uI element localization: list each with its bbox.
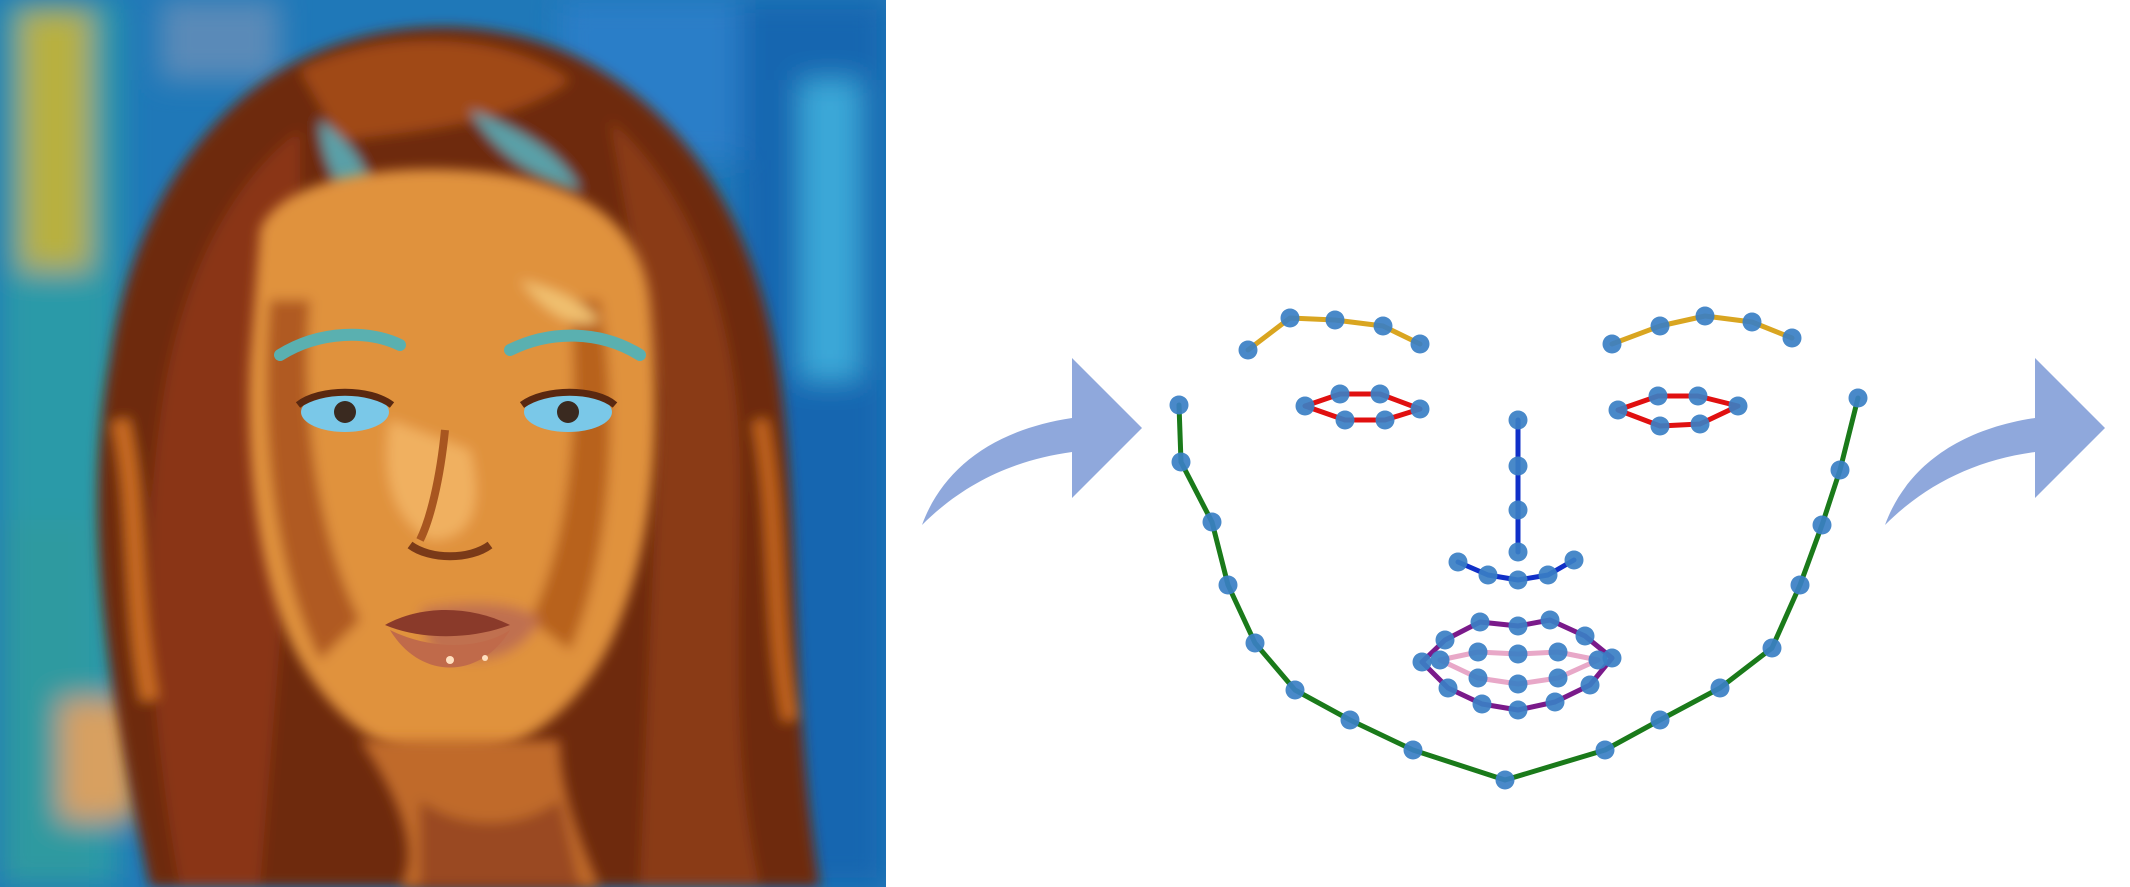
landmark-point	[1448, 552, 1468, 572]
curved-arrow-icon	[922, 358, 1142, 525]
landmark-point	[1790, 575, 1810, 595]
landmark-point	[1468, 668, 1488, 688]
painted-portrait-image	[0, 0, 886, 887]
landmark-point	[1595, 740, 1615, 760]
landmark-point	[1171, 452, 1191, 472]
landmark-point	[1430, 650, 1450, 670]
landmark-point	[1602, 334, 1622, 354]
curved-arrow-icon	[1885, 358, 2105, 525]
painted-eyes	[295, 388, 618, 432]
landmark-point	[1580, 675, 1600, 695]
landmark-point	[1742, 312, 1762, 332]
landmark-point	[1295, 396, 1315, 416]
landmark-point	[1375, 410, 1395, 430]
jaw-contour	[1169, 388, 1868, 790]
landmark-point	[1710, 678, 1730, 698]
landmark-point	[1508, 700, 1528, 720]
landmark-point	[1280, 308, 1300, 328]
landmark-point	[1335, 410, 1355, 430]
inner-lip	[1430, 642, 1608, 694]
facial-landmark-diagram	[1169, 306, 1868, 790]
landmark-point	[1285, 680, 1305, 700]
landmark-point	[1782, 328, 1802, 348]
nose-base	[1448, 550, 1584, 590]
landmark-point	[1438, 678, 1458, 698]
landmark-point	[1245, 633, 1265, 653]
landmark-point	[1468, 642, 1488, 662]
landmark-point	[1695, 306, 1715, 326]
landmark-point	[1564, 550, 1584, 570]
landmark-point	[1410, 399, 1430, 419]
right-eye	[1608, 386, 1748, 436]
landmark-point	[1848, 388, 1868, 408]
landmark-point	[1403, 740, 1423, 760]
landmark-point	[1508, 570, 1528, 590]
left-eyebrow	[1238, 308, 1430, 360]
painted-mouth	[385, 610, 510, 668]
landmark-point	[1648, 386, 1668, 406]
landmark-point	[1202, 512, 1222, 532]
landmark-point	[1472, 694, 1492, 714]
landmark-point	[1830, 460, 1850, 480]
landmark-point	[1690, 414, 1710, 434]
curved-arrow-shape	[922, 358, 1142, 525]
landmark-point	[1812, 515, 1832, 535]
landmark-point	[1370, 384, 1390, 404]
left-eye-line	[1302, 391, 1423, 423]
landmark-point	[1373, 316, 1393, 336]
outer-lip	[1412, 610, 1622, 720]
landmark-point	[1478, 565, 1498, 585]
right-eye-line	[1615, 393, 1741, 429]
landmark-point	[1169, 395, 1189, 415]
landmark-point	[1218, 575, 1238, 595]
landmark-point	[1540, 610, 1560, 630]
landmark-point	[1508, 542, 1528, 562]
landmark-point	[1412, 652, 1432, 672]
landmark-point	[1545, 692, 1565, 712]
landmark-point	[1508, 500, 1528, 520]
landmark-point	[1508, 456, 1528, 476]
landmark-point	[1548, 642, 1568, 662]
landmark-point	[1650, 416, 1670, 436]
right-eyebrow	[1602, 306, 1802, 354]
left-eye	[1295, 384, 1430, 430]
painted-nose	[407, 429, 493, 561]
nose-bridge	[1508, 410, 1528, 562]
landmark-point	[1238, 340, 1258, 360]
landmark-point	[1688, 386, 1708, 406]
landmark-point	[1410, 334, 1430, 354]
painted-eyebrows	[274, 328, 646, 361]
landmark-point	[1508, 674, 1528, 694]
landmark-point	[1538, 565, 1558, 585]
landmark-point	[1650, 316, 1670, 336]
landmark-point	[1762, 638, 1782, 658]
landmark-point	[1495, 770, 1515, 790]
landmark-point	[1435, 630, 1455, 650]
landmark-point	[1728, 396, 1748, 416]
landmark-point	[1330, 384, 1350, 404]
landmark-point	[1602, 648, 1622, 668]
landmark-point	[1508, 616, 1528, 636]
landmark-point	[1650, 710, 1670, 730]
landmark-point	[1508, 644, 1528, 664]
landmark-point	[1325, 310, 1345, 330]
landmark-point	[1575, 626, 1595, 646]
curved-arrow-shape	[1885, 358, 2105, 525]
landmark-point	[1340, 710, 1360, 730]
landmark-point	[1508, 410, 1528, 430]
landmark-point	[1608, 400, 1628, 420]
painted-neck	[360, 740, 600, 887]
landmark-point	[1588, 650, 1608, 670]
landmark-point	[1470, 612, 1490, 632]
landmark-point	[1548, 668, 1568, 688]
